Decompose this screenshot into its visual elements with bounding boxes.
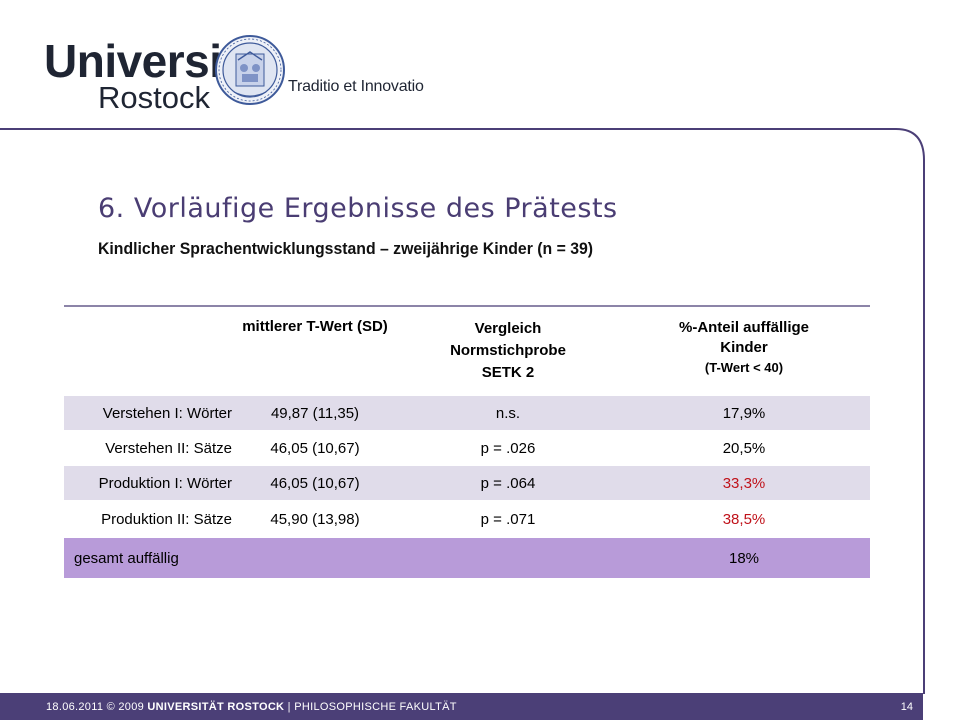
row-compare: p = .071: [480, 510, 536, 528]
header-mean-label: mittlerer T-Wert (SD): [242, 318, 388, 335]
header-compare: Vergleich Normstichprobe SETK 2: [398, 310, 618, 384]
page-number: 14: [900, 700, 913, 713]
motto: Traditio et Innovatio: [288, 78, 424, 95]
row-label: Verstehen I: Wörter: [102, 404, 232, 422]
header-compare-line1: Vergleich: [474, 320, 542, 337]
row-compare: n.s.: [495, 404, 521, 422]
footer-text: 18.06.2011 © 2009 UNIVERSITÄT ROSTOCK | …: [46, 701, 457, 713]
table-row: Produktion II: Sätze 45,90 (13,98) p = .…: [64, 500, 870, 538]
header-compare-line3: SETK 2: [481, 364, 535, 381]
row-compare: p = .026: [480, 439, 536, 457]
footer-separator: |: [287, 700, 291, 713]
total-percent: 18%: [728, 549, 760, 567]
content-frame: [0, 128, 925, 694]
row-label: Verstehen II: Sätze: [105, 439, 232, 457]
footer-copyright: © 2009: [106, 700, 145, 713]
total-label: gesamt auffällig: [74, 549, 179, 567]
header-percent-line1: %-Anteil auffällige: [678, 319, 809, 336]
footer-university: UNIVERSITÄT ROSTOCK: [147, 700, 285, 713]
slide-subtitle: Kindlicher Sprachentwicklungsstand – zwe…: [98, 239, 594, 258]
header-percent-line2: Kinder: [720, 339, 768, 356]
row-percent: 33,3%: [722, 474, 766, 492]
row-mean: 45,90 (13,98): [270, 510, 360, 528]
row-percent: 38,5%: [722, 510, 766, 528]
footer-faculty: PHILOSOPHISCHE FAKULTÄT: [294, 700, 457, 713]
header-percent-line3: (T-Wert < 40): [704, 360, 784, 375]
header-mean: mittlerer T-Wert (SD): [232, 310, 398, 335]
table-row: Produktion I: Wörter 46,05 (10,67) p = .…: [64, 466, 870, 500]
table-total-row: gesamt auffällig 18%: [64, 538, 870, 578]
university-seal-icon: [215, 35, 285, 105]
logo-line-2: Rostock: [98, 80, 210, 115]
row-label: Produktion II: Sätze: [101, 510, 232, 528]
table-row: Verstehen II: Sätze 46,05 (10,67) p = .0…: [64, 430, 870, 466]
header-percent: %-Anteil auffällige Kinder (T-Wert < 40): [618, 310, 870, 378]
header-compare-line2: Normstichprobe: [450, 342, 566, 359]
table-header-row: mittlerer T-Wert (SD) Vergleich Normstic…: [64, 310, 870, 396]
row-compare: p = .064: [480, 474, 536, 492]
footer-bar: 18.06.2011 © 2009 UNIVERSITÄT ROSTOCK | …: [0, 693, 923, 720]
table-top-rule: [64, 305, 870, 307]
footer-date: 18.06.2011: [46, 700, 104, 713]
row-percent: 20,5%: [722, 439, 766, 457]
row-percent: 17,9%: [722, 404, 766, 422]
row-mean: 46,05 (10,67): [270, 474, 360, 492]
table-row: Verstehen I: Wörter 49,87 (11,35) n.s. 1…: [64, 396, 870, 430]
slide-title: 6. Vorläufige Ergebnisse des Prätests: [98, 193, 618, 224]
row-mean: 49,87 (11,35): [270, 404, 360, 422]
row-label: Produktion I: Wörter: [98, 474, 232, 492]
row-mean: 46,05 (10,67): [270, 439, 360, 457]
